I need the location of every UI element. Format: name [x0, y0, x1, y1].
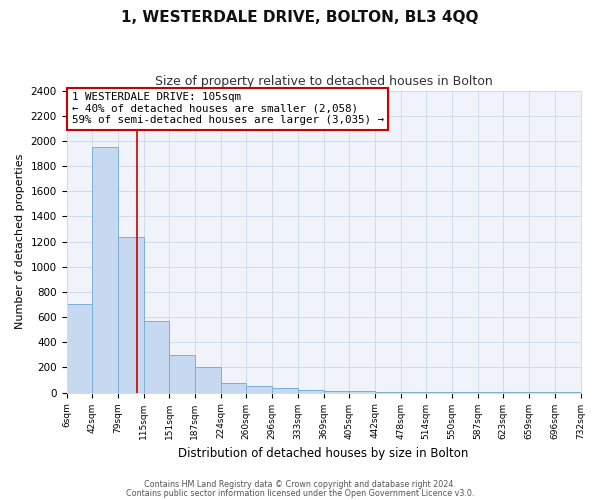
- Title: Size of property relative to detached houses in Bolton: Size of property relative to detached ho…: [155, 75, 493, 88]
- Text: Contains HM Land Registry data © Crown copyright and database right 2024.: Contains HM Land Registry data © Crown c…: [144, 480, 456, 489]
- Bar: [221, 382, 247, 392]
- Bar: [169, 355, 194, 393]
- Bar: [194, 368, 221, 392]
- Bar: [247, 386, 272, 392]
- Bar: [67, 304, 92, 392]
- Bar: [323, 390, 349, 392]
- Text: 1, WESTERDALE DRIVE, BOLTON, BL3 4QQ: 1, WESTERDALE DRIVE, BOLTON, BL3 4QQ: [121, 10, 479, 25]
- Bar: [298, 390, 323, 392]
- Bar: [272, 388, 298, 392]
- X-axis label: Distribution of detached houses by size in Bolton: Distribution of detached houses by size …: [178, 447, 469, 460]
- Bar: [92, 147, 118, 392]
- Bar: [118, 236, 143, 392]
- Text: Contains public sector information licensed under the Open Government Licence v3: Contains public sector information licen…: [126, 489, 474, 498]
- Y-axis label: Number of detached properties: Number of detached properties: [15, 154, 25, 329]
- Bar: [143, 321, 169, 392]
- Text: 1 WESTERDALE DRIVE: 105sqm
← 40% of detached houses are smaller (2,058)
59% of s: 1 WESTERDALE DRIVE: 105sqm ← 40% of deta…: [71, 92, 383, 126]
